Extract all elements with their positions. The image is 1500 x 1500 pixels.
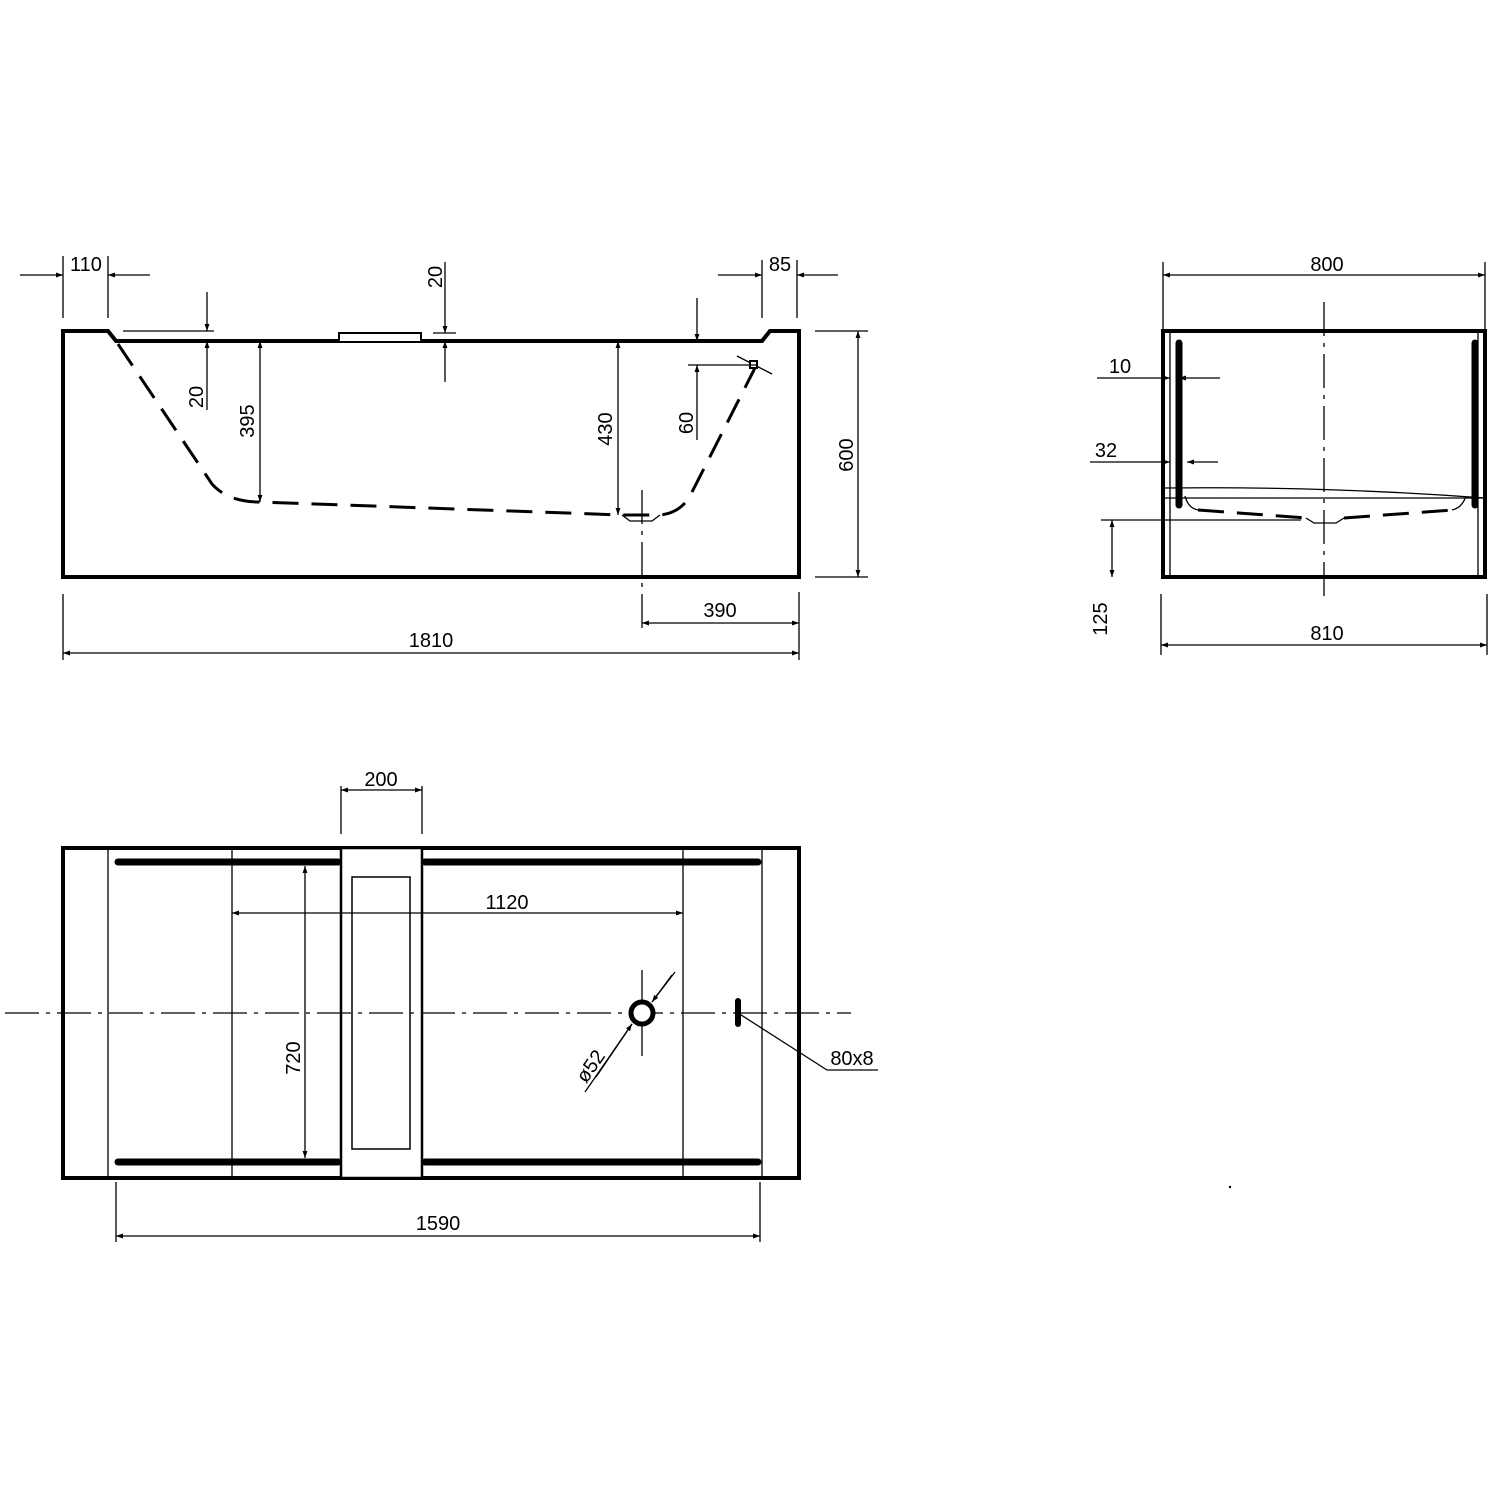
slot-leader-line: [737, 1012, 878, 1071]
dim-depth-left-label: 395: [237, 404, 259, 437]
dim-rim-to-basin-label: 20: [186, 386, 208, 408]
dim-inner-length-label: 1120: [485, 892, 528, 914]
dim-floor-height-label: 125: [1090, 602, 1112, 635]
dim-overflow-height-label: 60: [676, 412, 698, 434]
dim-width-bottom-label: 810: [1310, 623, 1343, 645]
dim-slot-label: 80x8: [830, 1048, 873, 1070]
dim-drain-offset-label: 390: [703, 600, 736, 622]
dim-overflow-offset-label: 20: [425, 266, 447, 288]
dim-handle-width-label: 32: [1095, 440, 1117, 462]
dim-rim-left-label: 110: [70, 254, 102, 276]
plan-view: 80x8 ø52 200 1120 720 1590: [5, 769, 878, 1242]
side-view: 110 85 20 20 395 430 60 600: [20, 254, 868, 660]
dim-panel-width-label: 200: [364, 769, 397, 791]
dim-drain-diameter-label: ø52: [572, 1046, 610, 1087]
end-view: 800 10 32 125 810: [1090, 254, 1488, 655]
dim-inner-width-label: 720: [283, 1041, 305, 1074]
overflow-cover: [338, 332, 422, 343]
end-view-drain-recess: [1305, 517, 1345, 524]
dim-depth-drain-label: 430: [595, 412, 617, 445]
dim-height-label: 600: [836, 438, 858, 471]
side-view-outline: [61, 329, 801, 579]
dim-handle-length-label: 1590: [416, 1213, 461, 1235]
dim-width-top-label: 800: [1310, 254, 1343, 276]
stray-dot: [1228, 1185, 1232, 1189]
end-view-basin-hidden-line: [1197, 508, 1453, 520]
drain-recess: [621, 514, 661, 522]
dim-rim-right-label: 85: [769, 254, 791, 276]
drain-circle: [628, 999, 656, 1027]
dim-length-label: 1810: [409, 630, 454, 652]
basin-hidden-line: [116, 343, 760, 517]
dim-handle-inset-label: 10: [1109, 356, 1131, 378]
